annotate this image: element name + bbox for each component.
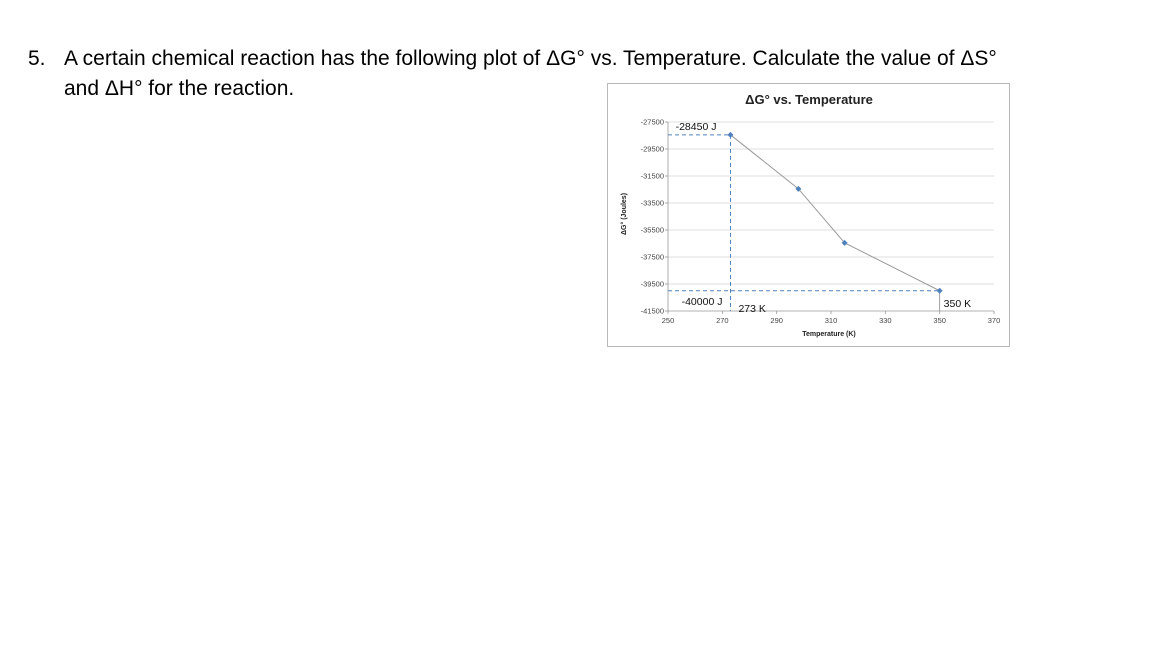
x-tick-label: 370	[988, 316, 1001, 325]
data-point	[841, 239, 848, 246]
x-axis-ticks: 250 270 290 310 330 350 370	[662, 311, 1001, 325]
data-point	[936, 287, 943, 294]
x-tick-label: 250	[662, 316, 675, 325]
y-tick-label: -37500	[641, 253, 664, 262]
question-text-line-1: A certain chemical reaction has the foll…	[64, 47, 997, 70]
data-point	[727, 131, 734, 138]
chart-annotations: -28450 J -40000 J 273 K 350 K	[676, 121, 972, 315]
chart-axes	[667, 122, 994, 312]
x-tick-label: 330	[879, 316, 892, 325]
question-block: 5. A certain chemical reaction has the f…	[0, 0, 1152, 110]
x-tick-label: 270	[716, 316, 729, 325]
y-axis-ticks: -27500 -29500 -31500 -33500 -35500 -37500 -395…	[641, 118, 668, 316]
y-tick-label: -31500	[641, 172, 664, 181]
y-tick-label: -27500	[641, 118, 664, 127]
x-axis-title: Temperature (K)	[802, 331, 856, 338]
chart-gridlines	[668, 121, 994, 285]
x-tick-label: 350	[933, 316, 946, 325]
question-text-line-2: and ΔH° for the reaction.	[64, 77, 295, 100]
annotation-end-value: -40000 J	[682, 296, 723, 308]
y-tick-label: -39500	[641, 280, 664, 289]
x-tick-label: 310	[825, 316, 838, 325]
series-line	[730, 134, 940, 292]
chart-series	[727, 131, 943, 294]
annotation-end-temperature: 350 K	[944, 298, 971, 310]
annotation-start-temperature: 273 K	[738, 303, 765, 315]
chart-title: ΔG° vs. Temperature	[745, 92, 873, 107]
annotation-start-value: -28450 J	[676, 121, 717, 133]
y-axis-title: ΔG° (Joules)	[620, 193, 628, 235]
chart-container: ΔG° vs. Temperature -27500 -29500 -31500 -3…	[607, 83, 1010, 347]
y-tick-label: -33500	[641, 199, 664, 208]
data-point	[795, 185, 802, 192]
y-tick-label: -41500	[641, 307, 664, 316]
chart-guide-lines	[668, 134, 941, 311]
question-number: 5.	[28, 47, 46, 70]
y-tick-label: -35500	[641, 226, 664, 235]
y-tick-label: -29500	[641, 145, 664, 154]
x-tick-label: 290	[770, 316, 783, 325]
chart-svg: ΔG° vs. Temperature -27500 -29500 -31500 -3…	[620, 92, 1001, 338]
